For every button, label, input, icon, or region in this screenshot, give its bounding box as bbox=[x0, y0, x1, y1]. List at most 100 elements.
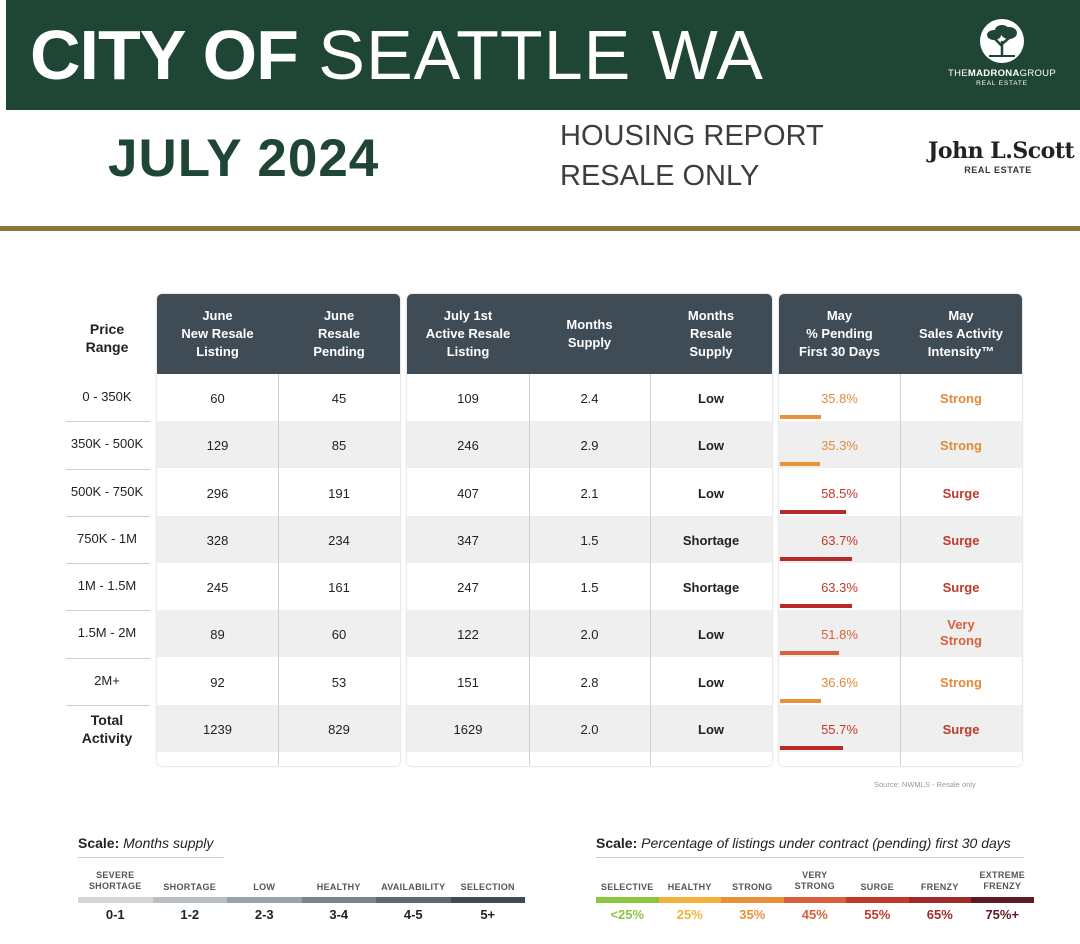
scale-label: STRONG bbox=[732, 882, 773, 892]
table-cell-active: 407 bbox=[457, 485, 479, 501]
row-label-divider bbox=[66, 515, 150, 517]
table-cell-active: 247 bbox=[457, 580, 479, 595]
scale-label: SELECTION bbox=[460, 882, 515, 892]
supply-scale-title: Scale: Months supply bbox=[78, 835, 213, 851]
supply-scale-underline bbox=[78, 857, 224, 858]
title-seattle: SEATTLE WA bbox=[318, 16, 764, 94]
price-range-label: 750K - 1M bbox=[77, 530, 137, 546]
scale-value: 4-5 bbox=[403, 907, 423, 922]
report-line-1: HOUSING REPORT bbox=[560, 120, 824, 152]
john-l-scott-logo: John L.Scott REAL ESTATE bbox=[928, 138, 1075, 175]
table-cell-new-listing: 92 bbox=[210, 674, 225, 690]
scale-value: 1-2 bbox=[180, 907, 200, 922]
table-cell-intensity: Surge bbox=[942, 532, 980, 548]
jls-subtitle: REAL ESTATE bbox=[964, 165, 1032, 175]
source-note: Source: NWMLS - Resale only bbox=[874, 780, 976, 789]
table-cell-intensity: Very Strong bbox=[940, 617, 982, 649]
price-range-label: 1.5M - 2M bbox=[77, 625, 137, 641]
scale-value: 5+ bbox=[480, 907, 496, 922]
scale-value: 45% bbox=[801, 907, 828, 922]
table-cell-active: 347 bbox=[457, 532, 479, 548]
table-cell-pct-pending: 35.8% bbox=[821, 391, 858, 406]
scale-label: AVAILABILITY bbox=[381, 882, 446, 892]
table-cell-supply: 2.9 bbox=[580, 438, 599, 454]
scale-value: 65% bbox=[926, 907, 953, 922]
column-header: May % Pending First 30 Days bbox=[799, 308, 880, 359]
supply-group-header: July 1st Active Resale Listing Months Sup… bbox=[407, 294, 772, 374]
table-cell-pct-pending: 36.6% bbox=[821, 674, 858, 690]
table-cell-pct-pending: 35.3% bbox=[821, 438, 858, 454]
pending-group-header: May % Pending First 30 Days May Sales Act… bbox=[779, 294, 1022, 374]
table-cell-pending: 234 bbox=[328, 532, 350, 548]
scale-color-segment bbox=[152, 897, 227, 903]
madrona-prefix: THE bbox=[948, 68, 968, 79]
row-label-divider bbox=[66, 421, 150, 423]
table-cell-intensity: Surge bbox=[942, 580, 980, 595]
madrona-suffix: GROUP bbox=[1019, 68, 1056, 79]
column-header: June Resale Pending bbox=[313, 308, 365, 359]
column-header: Months Supply bbox=[566, 317, 613, 350]
scale-value: <25% bbox=[610, 907, 645, 922]
table-cell-active: 109 bbox=[457, 391, 479, 406]
column-divider bbox=[900, 374, 901, 766]
table-cell-intensity: Strong bbox=[940, 674, 982, 690]
table-cell-active: 122 bbox=[457, 627, 479, 643]
scale-value: 55% bbox=[864, 907, 891, 922]
table-cell-active: 1629 bbox=[453, 721, 483, 737]
supply-scale-title-rest: Months supply bbox=[119, 835, 214, 851]
pending-scale-title-bold: Scale: bbox=[596, 835, 638, 851]
scale-label: FRENZY bbox=[920, 882, 959, 892]
scale-color-segment bbox=[721, 897, 784, 903]
pending-bar bbox=[780, 462, 820, 467]
supply-group: July 1st Active Resale Listing Months Sup… bbox=[407, 294, 772, 766]
table-cell-resale-supply: Low bbox=[698, 391, 724, 406]
pending-bar bbox=[780, 745, 843, 750]
table-cell-resale-supply: Shortage bbox=[682, 532, 740, 548]
price-range-label: 500K - 750K bbox=[70, 483, 144, 499]
table-cell-resale-supply: Low bbox=[698, 485, 724, 501]
table-cell-pending: 85 bbox=[331, 438, 347, 454]
table-cell-intensity: Surge bbox=[942, 721, 980, 737]
column-divider bbox=[278, 374, 279, 766]
scale-label: SHORTAGE bbox=[163, 882, 217, 892]
row-stripe bbox=[407, 610, 772, 658]
row-label-divider bbox=[66, 563, 150, 564]
row-stripe bbox=[407, 421, 772, 469]
title-city-of: CITY OF bbox=[30, 16, 299, 94]
table-cell-new-listing: 129 bbox=[206, 438, 229, 454]
scale-color-segment bbox=[301, 897, 376, 903]
page-title: CITY OF SEATTLE WA bbox=[30, 14, 764, 96]
table-cell-pct-pending: 58.5% bbox=[821, 485, 858, 501]
madrona-name: MADRONA bbox=[967, 68, 1020, 79]
table-cell-supply: 2.8 bbox=[580, 674, 599, 690]
table-cell-pending: 161 bbox=[328, 580, 350, 595]
scale-color-segment bbox=[658, 897, 721, 903]
pending-bar bbox=[780, 651, 839, 656]
table-cell-new-listing: 89 bbox=[210, 627, 225, 643]
scale-value: 0-1 bbox=[105, 907, 125, 922]
table-cell-new-listing: 296 bbox=[206, 485, 229, 501]
table-cell-supply: 2.0 bbox=[580, 721, 599, 737]
table-cell-supply: 2.0 bbox=[580, 627, 599, 643]
listing-group: June New Resale Listing June Resale Pendi… bbox=[157, 294, 400, 766]
table-cell-pending: 45 bbox=[331, 391, 347, 406]
column-header: May Sales Activity Intensity™ bbox=[918, 308, 1004, 359]
madrona-wordmark: THEMADRONAGROUP bbox=[932, 68, 1072, 79]
table-cell-resale-supply: Low bbox=[698, 627, 724, 643]
header-banner: CITY OF SEATTLE WA THEMADRONAGROUP REAL … bbox=[6, 0, 1080, 110]
scale-color-segment bbox=[971, 897, 1034, 903]
scale-label: VERY STRONG bbox=[794, 870, 835, 891]
report-line-2: RESALE ONLY bbox=[560, 160, 760, 192]
table-cell-new-listing: 1239 bbox=[203, 721, 232, 737]
scale-label: SURGE bbox=[860, 882, 894, 892]
scale-color-segment bbox=[783, 897, 846, 903]
table-cell-pct-pending: 55.7% bbox=[821, 721, 858, 737]
row-label-divider bbox=[66, 610, 150, 612]
column-divider bbox=[650, 374, 651, 766]
pending-bar bbox=[780, 698, 821, 703]
scale-color-segment bbox=[596, 897, 659, 903]
pending-bar bbox=[780, 415, 821, 419]
pending-bar bbox=[780, 556, 852, 561]
column-header: Months Resale Supply bbox=[687, 308, 735, 359]
listing-group-header: June New Resale Listing June Resale Pendi… bbox=[157, 294, 400, 374]
